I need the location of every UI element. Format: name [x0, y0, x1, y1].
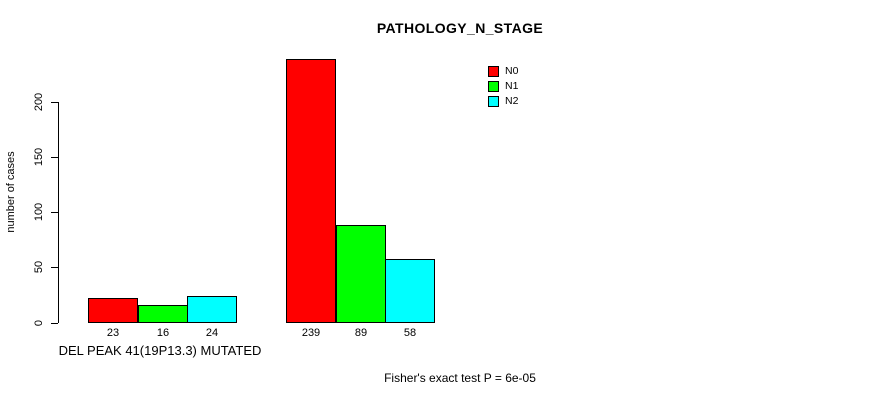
legend-item-n1: N1: [488, 79, 518, 94]
bar-n1-group2: [336, 225, 386, 323]
legend-label-n0: N0: [505, 65, 519, 77]
y-tick-mark: [51, 323, 58, 324]
y-tick-label: 0: [33, 319, 45, 327]
x-group-label: DEL PEAK 41(19P13.3) MUTATED: [58, 343, 262, 358]
legend-label-n1: N1: [505, 80, 519, 92]
y-tick-label: 150: [33, 147, 45, 167]
bar-value-label: 58: [403, 327, 417, 339]
y-tick-label: 200: [33, 92, 45, 112]
stat-test-note: Fisher's exact test P = 6e-05: [384, 371, 536, 385]
bar-n0-group2: [286, 59, 336, 323]
legend-swatch-n1: [488, 81, 499, 92]
legend-item-n0: N0: [488, 64, 518, 79]
bar-n2-group1: [187, 296, 237, 323]
legend-item-n2: N2: [488, 94, 518, 109]
bar-value-label: 16: [156, 327, 170, 339]
y-tick-mark: [51, 212, 58, 213]
bar-value-label: 23: [106, 327, 120, 339]
legend-swatch-n0: [488, 66, 499, 77]
y-axis-line: [58, 102, 59, 323]
bar-value-label: 89: [354, 327, 368, 339]
bar-value-label: 24: [205, 327, 219, 339]
y-axis-title: number of cases: [5, 151, 17, 233]
bar-n1-group1: [138, 305, 188, 323]
legend: N0 N1 N2: [488, 64, 518, 109]
legend-swatch-n2: [488, 96, 499, 107]
chart-title: PATHOLOGY_N_STAGE: [376, 20, 544, 36]
legend-label-n2: N2: [505, 95, 519, 107]
bar-n0-group1: [88, 298, 138, 323]
y-tick-label: 100: [33, 202, 45, 222]
bar-n2-group2: [385, 259, 435, 323]
y-tick-mark: [51, 267, 58, 268]
y-tick-mark: [51, 157, 58, 158]
y-tick-label: 50: [33, 260, 45, 274]
bar-value-label: 239: [301, 327, 321, 339]
y-tick-mark: [51, 102, 58, 103]
